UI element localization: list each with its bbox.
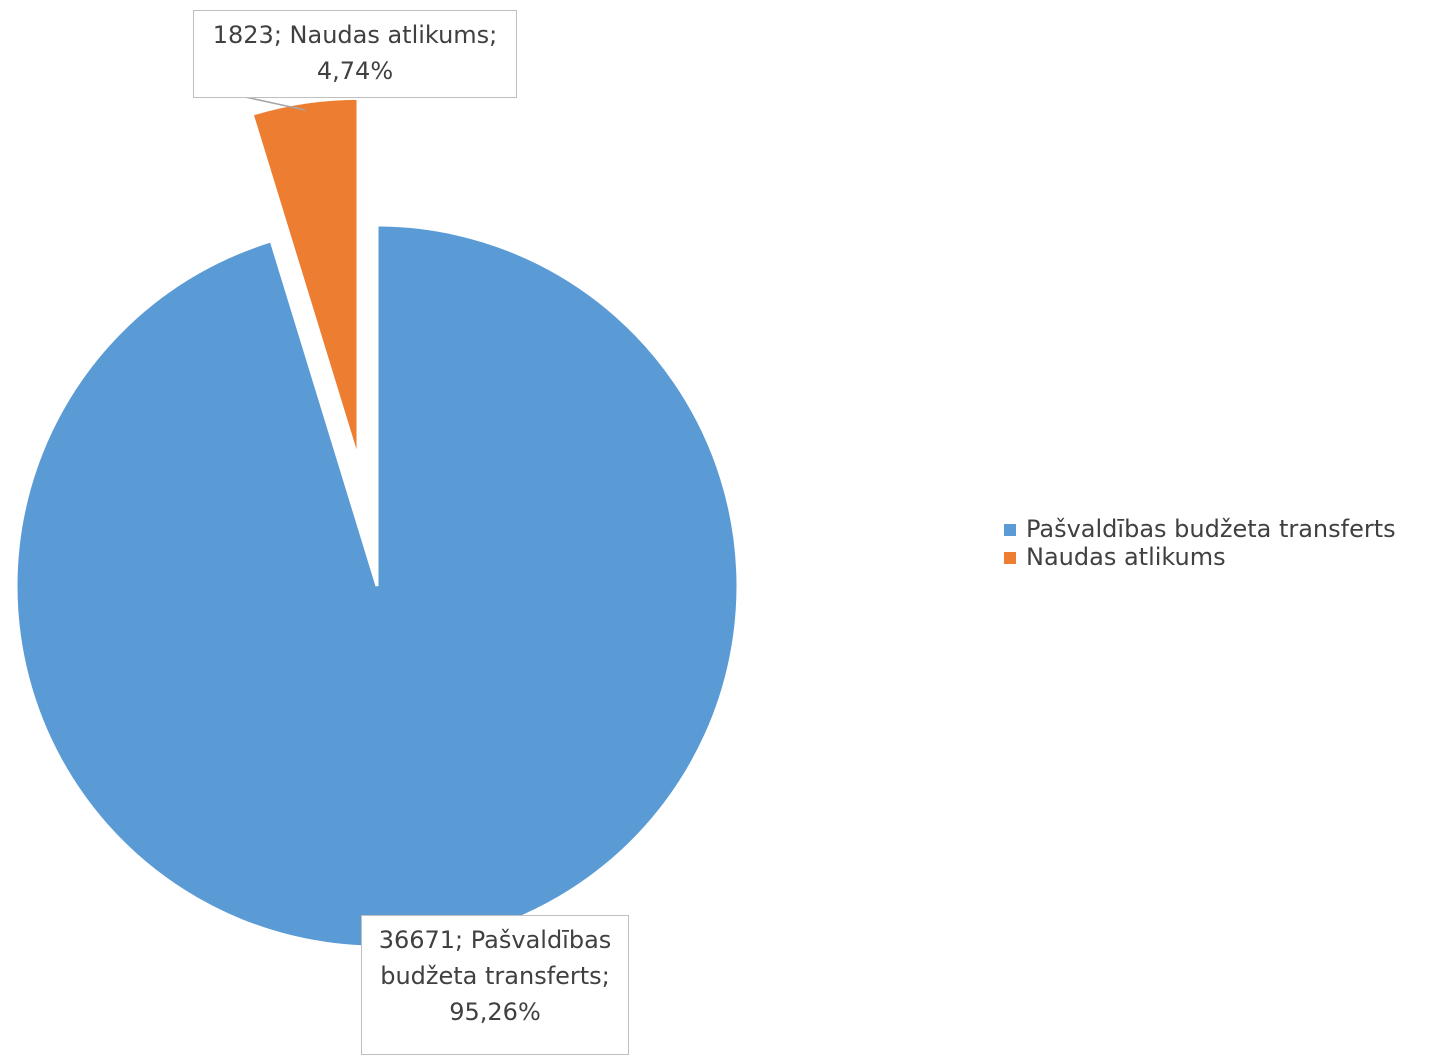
legend-label: Naudas atlikums xyxy=(1026,543,1226,571)
legend-swatch xyxy=(1004,524,1016,536)
legend-entry: Naudas atlikums xyxy=(1004,542,1226,572)
data-label: 36671; Pašvaldības budžeta transferts; 9… xyxy=(361,915,629,1055)
legend-swatch xyxy=(1004,552,1016,564)
leader-line xyxy=(244,96,306,111)
legend-entry: Pašvaldības budžeta transferts xyxy=(1004,514,1396,544)
data-label: 1823; Naudas atlikums; 4,74% xyxy=(193,10,517,98)
pie-slice xyxy=(250,96,360,460)
pie-slice xyxy=(14,223,740,949)
legend-label: Pašvaldības budžeta transferts xyxy=(1026,515,1396,543)
